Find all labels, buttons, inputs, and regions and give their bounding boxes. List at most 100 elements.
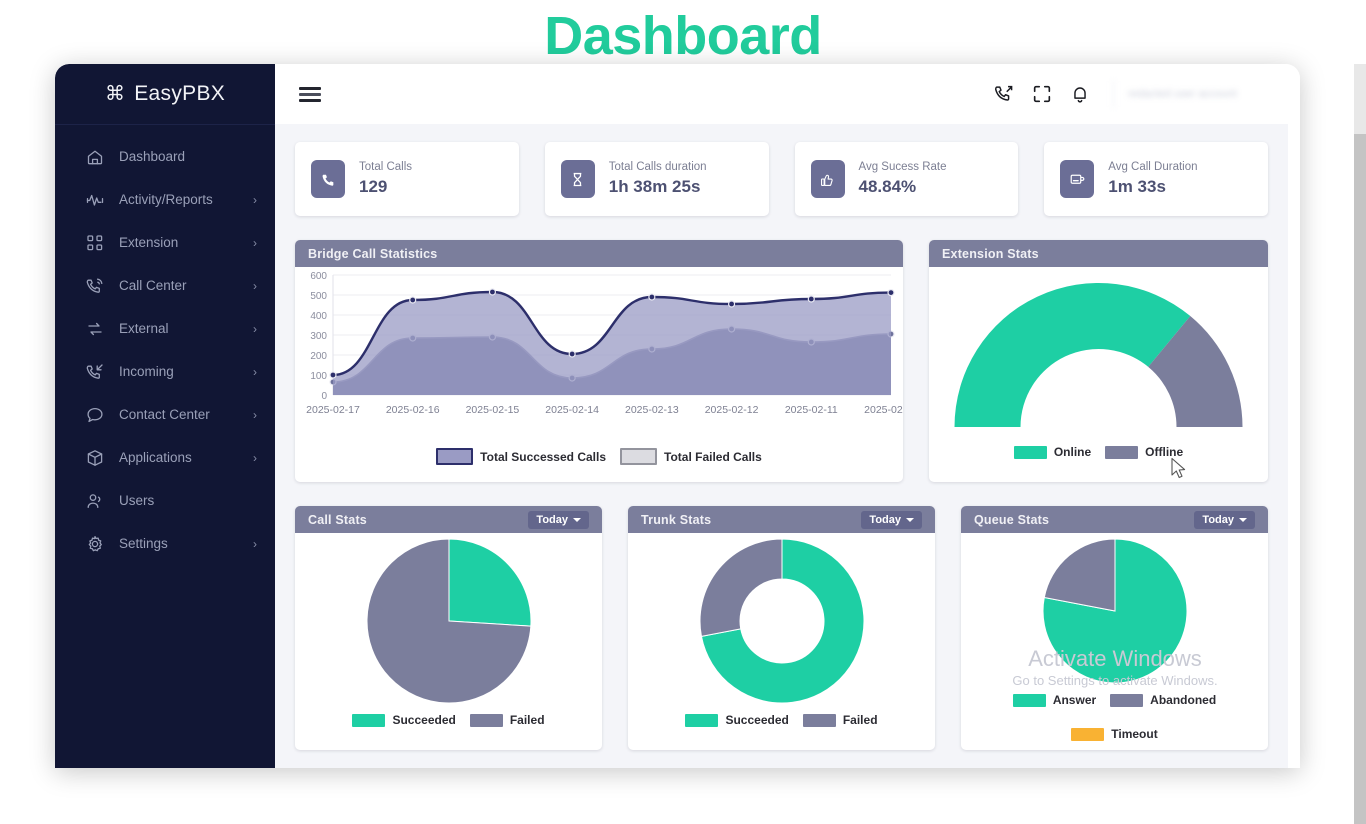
filter-label: Today: [536, 513, 568, 526]
sidebar-item-extension[interactable]: Extension ›: [55, 221, 275, 264]
legend-label: Online: [1053, 445, 1092, 459]
sidebar-item-label: External: [119, 321, 169, 336]
pie-slice: [448, 538, 531, 627]
x-axis-tick: 2025-02-15: [466, 404, 520, 416]
hamburger-bar: [299, 92, 321, 96]
queue-stats-panel: Queue Stats Today Answer: [961, 506, 1268, 750]
hamburger-menu-icon[interactable]: [299, 84, 321, 105]
pie-slice: [1043, 538, 1115, 612]
sidebar-item-call-center[interactable]: Call Center ›: [55, 264, 275, 307]
stat-card: Avg Sucess Rate 48.84%: [794, 142, 1019, 216]
legend-item: Answer: [1012, 693, 1097, 707]
legend-label: Total Successed Calls: [480, 449, 607, 464]
legend-label: Answer: [1052, 693, 1097, 707]
stat-card-row: Total Calls 129 Total Calls duration 1h 38m…: [295, 142, 1268, 216]
pie-slice: [700, 538, 864, 704]
chevron-right-icon: ›: [253, 364, 257, 379]
sidebar-item-incoming[interactable]: Incoming ›: [55, 350, 275, 393]
legend-item: Abandoned: [1110, 693, 1216, 707]
legend-swatch-failed: [620, 448, 658, 465]
thumbs-up-icon: [820, 174, 833, 186]
stat-value: 48.84%: [858, 177, 917, 196]
legend-item: Total Successed Calls: [436, 448, 606, 465]
sidebar-item-label: Activity/Reports: [119, 192, 213, 207]
y-axis-tick: 100: [310, 371, 327, 382]
call-stats-filter-button[interactable]: Today: [528, 510, 589, 529]
legend-swatch-timeout: [1071, 727, 1105, 741]
user-account-area[interactable]: redacted user account: [1113, 79, 1278, 109]
sidebar-item-label: Applications: [119, 450, 192, 465]
stat-icon-wrap: [810, 160, 845, 198]
panel-header: Bridge Call Statistics: [295, 240, 903, 267]
extension-icon: [87, 234, 103, 250]
call-center-icon: [86, 278, 103, 293]
chat-icon: [87, 407, 103, 422]
command-icon: ⌘: [104, 83, 126, 105]
call-duration-icon: [1070, 174, 1085, 184]
outgoing-call-icon[interactable]: [993, 83, 1015, 105]
trunk-stats-filter-button[interactable]: Today: [861, 510, 922, 529]
sidebar-item-dashboard[interactable]: Dashboard: [55, 135, 275, 178]
sidebar-item-label: Users: [119, 493, 155, 508]
x-axis-tick: 2025-02-11: [785, 404, 838, 416]
panel-title: Trunk Stats: [641, 512, 712, 527]
sidebar-item-users[interactable]: Users: [55, 479, 275, 522]
sidebar-item-applications[interactable]: Applications ›: [55, 436, 275, 479]
legend-label: Total Failed Calls: [664, 449, 762, 464]
users-icon: [87, 493, 101, 508]
stat-icon-wrap: [560, 160, 595, 198]
sidebar-nav: Dashboard Activity/Reports › Extension › Call…: [55, 135, 275, 565]
sidebar-item-activity-reports[interactable]: Activity/Reports ›: [55, 178, 275, 221]
sidebar-item-label: Call Center: [119, 278, 187, 293]
legend-swatch-online: [1013, 445, 1047, 459]
x-axis-tick: 2025-02-10: [864, 404, 903, 416]
call-stats-legend: Succeeded Failed: [295, 713, 602, 727]
activity-icon: [86, 194, 104, 206]
sidebar-item-label: Extension: [119, 235, 179, 250]
queue-stats-filter-button[interactable]: Today: [1194, 510, 1255, 529]
topbar: redacted user account: [275, 64, 1300, 124]
bell-icon[interactable]: [1069, 83, 1091, 105]
sidebar-item-settings[interactable]: Settings ›: [55, 522, 275, 565]
page-scrollbar-track[interactable]: [1354, 64, 1366, 824]
call-stats-pie-chart: [366, 538, 531, 704]
sidebar-item-label: Incoming: [119, 364, 174, 379]
stat-value: 1m 33s: [1108, 177, 1166, 196]
fullscreen-icon[interactable]: [1031, 83, 1053, 105]
panel-header: Queue Stats Today: [961, 506, 1268, 533]
chevron-right-icon: ›: [253, 278, 257, 293]
extension-gauge-chart: [954, 283, 1243, 427]
y-axis-tick: 400: [310, 311, 327, 322]
extension-chart-body: Online Offline: [929, 267, 1268, 482]
y-axis-tick: 300: [310, 331, 327, 342]
charts-row-2: Call Stats Today Succeeded: [295, 506, 1268, 750]
sidebar-item-label: Contact Center: [119, 407, 210, 422]
brand-logo[interactable]: ⌘ EasyPBX: [55, 64, 275, 124]
legend-item: Total Failed Calls: [620, 448, 762, 465]
bridge-chart-legend: Total Successed Calls Total Failed Calls: [295, 448, 903, 465]
trunk-stats-donut-chart: [699, 538, 864, 704]
stat-icon-wrap: [311, 160, 345, 198]
stat-card: Avg Call Duration 1m 33s: [1044, 142, 1268, 216]
stat-value: 129: [359, 177, 388, 196]
legend-label: Timeout: [1111, 727, 1158, 741]
sidebar: ⌘ EasyPBX Dashboard Activity/Reports › Exte…: [55, 64, 275, 768]
mouse-cursor-icon: [1171, 457, 1186, 479]
sidebar-item-external[interactable]: External ›: [55, 307, 275, 350]
external-icon: [88, 322, 102, 335]
brand-name: EasyPBX: [134, 82, 226, 105]
x-axis-tick: 2025-02-14: [545, 404, 599, 416]
panel-header: Trunk Stats Today: [628, 506, 935, 533]
gauge-slice: [954, 283, 1191, 427]
hamburger-bar: [299, 86, 321, 90]
extension-stats-panel: Extension Stats Online Offline: [929, 240, 1268, 482]
legend-swatch-failed: [469, 713, 503, 727]
queue-stats-legend: Answer Abandoned Timeout: [961, 693, 1268, 741]
page-scrollbar-thumb[interactable]: [1354, 134, 1366, 824]
sidebar-item-contact-center[interactable]: Contact Center ›: [55, 393, 275, 436]
chevron-right-icon: ›: [253, 450, 257, 465]
legend-label: Failed: [842, 713, 878, 727]
trunk-stats-legend: Succeeded Failed: [628, 713, 935, 727]
app-window: ⌘ EasyPBX Dashboard Activity/Reports › Exte…: [55, 64, 1300, 768]
legend-swatch-succeeded: [685, 713, 719, 727]
